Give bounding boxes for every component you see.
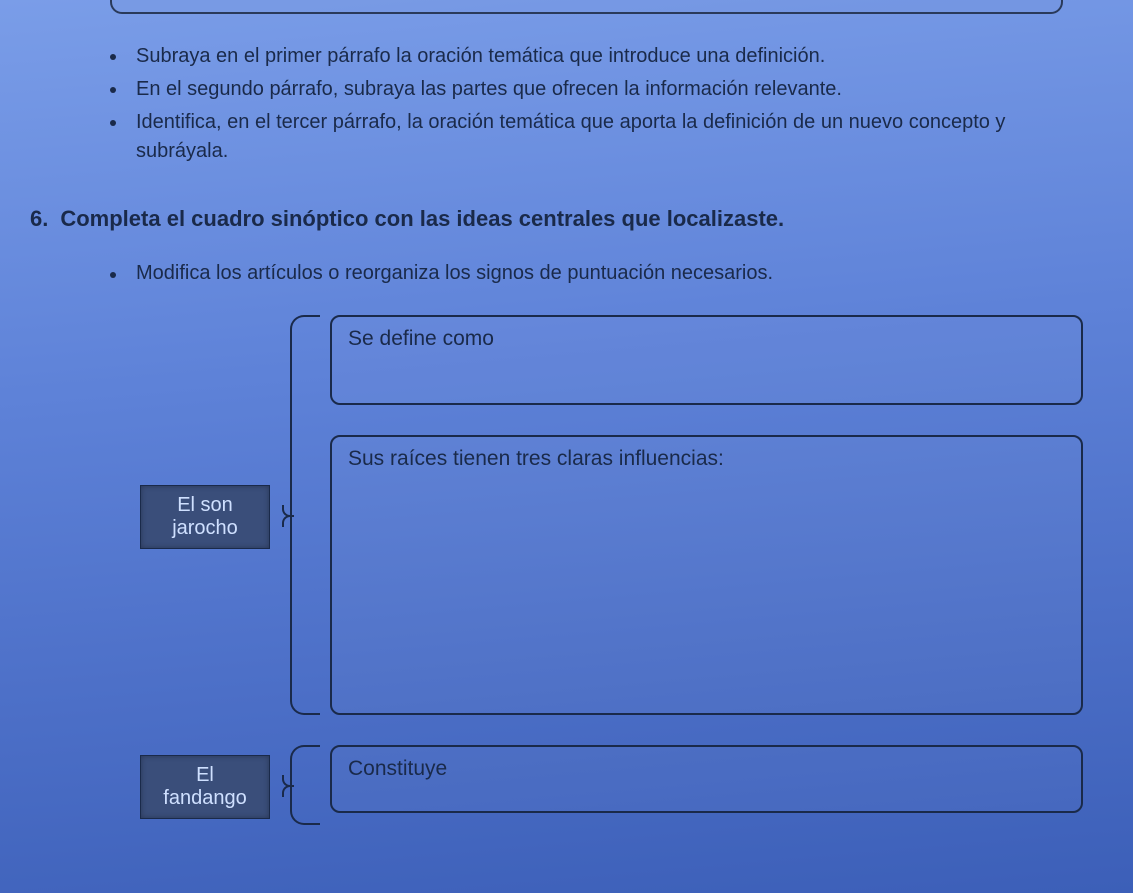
instruction-text: En el segundo párrafo, subraya las parte… xyxy=(136,75,842,104)
cell-roots[interactable]: Sus raíces tienen tres claras influencia… xyxy=(330,435,1083,715)
instruction-item: Subraya en el primer párrafo la oración … xyxy=(110,42,1103,71)
instruction-item: Identifica, en el tercer párrafo, la ora… xyxy=(110,108,1103,166)
brace-icon xyxy=(290,315,320,715)
topic-box-son-jarocho: El son jarocho xyxy=(140,485,270,549)
cell-prompt: Constituye xyxy=(348,757,447,780)
cell-prompt: Sus raíces tienen tres claras influencia… xyxy=(348,447,724,470)
bullet-icon xyxy=(110,120,116,126)
instruction-list: Subraya en el primer párrafo la oración … xyxy=(110,42,1103,166)
topic-line: jarocho xyxy=(155,517,255,540)
brace-icon xyxy=(290,745,320,825)
cell-constituye[interactable]: Constituye xyxy=(330,745,1083,813)
instruction-item: En el segundo párrafo, subraya las parte… xyxy=(110,75,1103,104)
topic-line: fandango xyxy=(155,787,255,810)
instruction-text: Subraya en el primer párrafo la oración … xyxy=(136,42,825,71)
synoptic-diagram: El son jarocho Se define como Sus raíces… xyxy=(100,315,1103,845)
previous-box-bottom-edge xyxy=(110,0,1063,14)
topic-line: El xyxy=(155,764,255,787)
question-number: 6. xyxy=(30,206,48,232)
bullet-icon xyxy=(110,87,116,93)
worksheet-page: Subraya en el primer párrafo la oración … xyxy=(0,0,1133,875)
question-text: Completa el cuadro sinóptico con las ide… xyxy=(60,206,784,232)
sub-instruction: Modifica los artículos o reorganiza los … xyxy=(110,262,1103,285)
bullet-icon xyxy=(110,272,116,278)
question-row: 6. Completa el cuadro sinóptico con las … xyxy=(30,206,1103,232)
bullet-icon xyxy=(110,54,116,60)
instruction-text: Identifica, en el tercer párrafo, la ora… xyxy=(136,108,1103,166)
topic-line: El son xyxy=(155,494,255,517)
cell-define[interactable]: Se define como xyxy=(330,315,1083,405)
cell-prompt: Se define como xyxy=(348,327,494,350)
sub-instruction-text: Modifica los artículos o reorganiza los … xyxy=(136,262,773,285)
topic-box-fandango: El fandango xyxy=(140,755,270,819)
